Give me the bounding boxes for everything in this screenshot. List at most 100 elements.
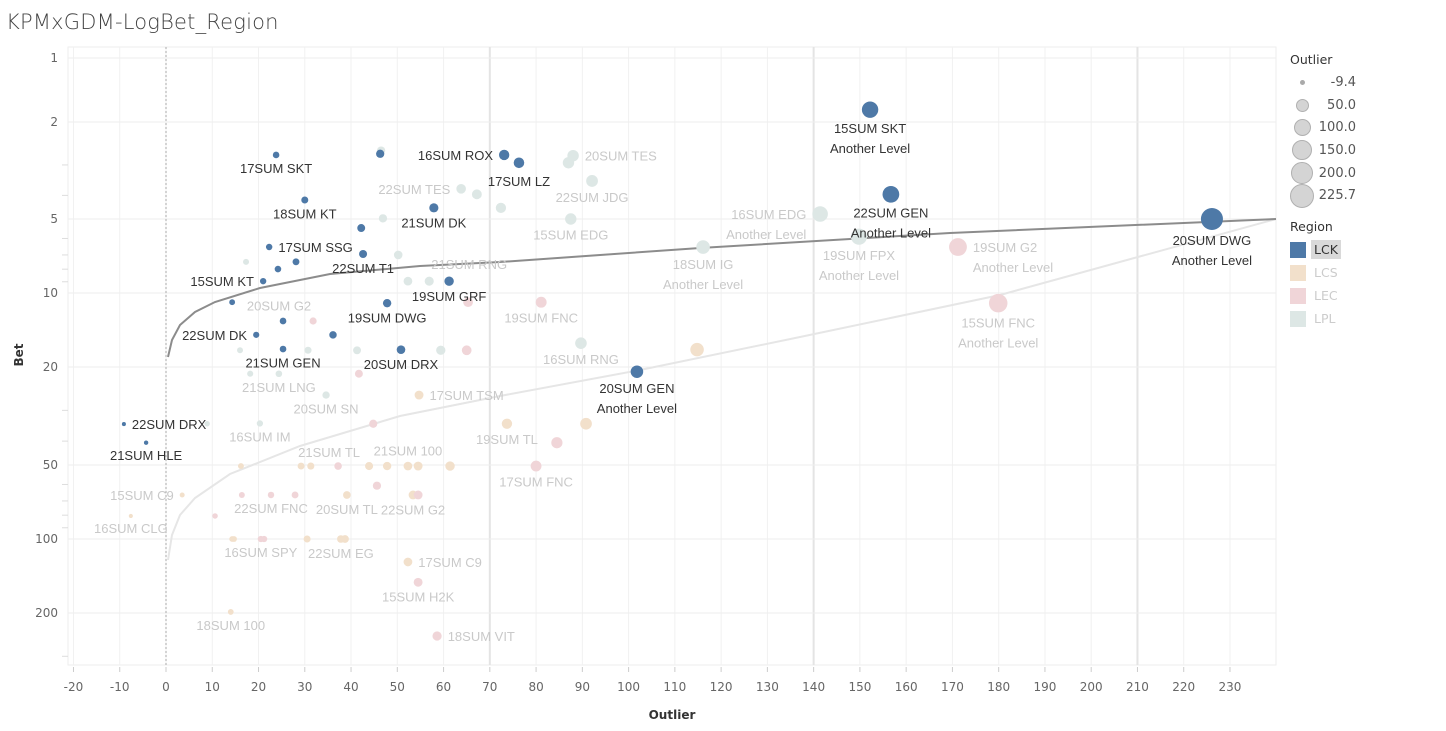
region-legend-item-lpl[interactable]: LPL (1290, 307, 1341, 330)
region-legend-item-lck[interactable]: LCK (1290, 238, 1341, 261)
data-point (403, 557, 413, 567)
data-point (565, 213, 577, 225)
size-legend-item[interactable]: 225.7 (1290, 183, 1356, 208)
data-point (372, 481, 382, 490)
point-label: 15SUM C9 (110, 488, 174, 503)
data-point (850, 228, 868, 245)
point-label: 21SUM TL (298, 445, 360, 460)
x-tick-label: 180 (987, 680, 1010, 694)
x-tick-label: 210 (1126, 680, 1149, 694)
point-label: 15SUM SKT (834, 121, 906, 136)
region-legend-item-lec[interactable]: LEC (1290, 284, 1341, 307)
size-legend-item[interactable]: 100.0 (1290, 116, 1356, 139)
color-legend: Region LCK LCS LEC LPL (1290, 219, 1341, 330)
point-label: 15SUM H2K (382, 590, 455, 605)
x-tick-label: 0 (162, 680, 170, 694)
data-point (353, 346, 361, 355)
size-legend-item[interactable]: 50.0 (1290, 94, 1356, 117)
data-point (382, 298, 392, 308)
data-point (461, 345, 472, 356)
data-point (204, 421, 210, 427)
point-label: 22SUM DK (182, 328, 247, 343)
data-point (303, 535, 311, 543)
point-label: 20SUM GEN (599, 381, 674, 396)
point-label: 20SUM SN (294, 402, 359, 417)
data-point (495, 202, 507, 213)
point-label: 17SUM TSM (429, 388, 503, 403)
point-sublabel: Another Level (819, 268, 899, 283)
size-legend-label: -9.4 (1330, 74, 1356, 90)
data-points (121, 101, 1223, 641)
point-sublabel: Another Level (726, 227, 806, 242)
data-point (227, 609, 234, 615)
y-tick-label: 100 (35, 532, 58, 546)
data-point (403, 276, 413, 286)
point-label: 16SUM CLG (94, 521, 168, 536)
point-label: 18SUM KT (273, 207, 337, 222)
data-point (121, 422, 126, 427)
data-point (432, 631, 442, 641)
size-legend-item[interactable]: 150.0 (1290, 139, 1356, 162)
data-point (393, 250, 403, 260)
data-point (882, 185, 900, 203)
x-tick-label: 60 (436, 680, 451, 694)
region-legend-item-lcs[interactable]: LCS (1290, 261, 1341, 284)
point-label: 16SUM EDG (731, 207, 806, 222)
size-legend-label: 100.0 (1318, 120, 1356, 136)
data-point (272, 151, 280, 159)
data-point (499, 149, 510, 161)
axes: -20 -10 0 10 20 30 40 50 60 70 80 90 100 110 120 130 140… (35, 51, 1241, 694)
data-point (274, 265, 282, 273)
scatter-chart: -20 -10 0 10 20 30 40 50 60 70 80 90 100 110 120 130 140… (12, 46, 1277, 722)
data-point (334, 462, 342, 470)
point-label: 15SUM KT (190, 274, 254, 289)
color-swatch-icon (1290, 287, 1306, 304)
data-point (256, 420, 264, 427)
color-legend-title: Region (1290, 219, 1333, 234)
data-point (429, 203, 439, 213)
size-legend-item[interactable]: -9.4 (1290, 71, 1356, 94)
point-sublabel: Another Level (1172, 253, 1252, 268)
data-point (445, 461, 455, 471)
point-label: 20SUM DWG (1173, 233, 1252, 248)
point-label: 22SUM GEN (853, 206, 928, 221)
size-circle-icon (1290, 162, 1314, 185)
data-point (279, 345, 287, 353)
data-point (630, 365, 644, 378)
data-point (535, 296, 547, 308)
data-point (551, 437, 563, 449)
x-tick-label: 200 (1080, 680, 1103, 694)
data-point (304, 346, 312, 354)
x-tick-label: 30 (297, 680, 312, 694)
x-tick-label: 40 (343, 680, 358, 694)
size-legend-item[interactable]: 200.0 (1290, 162, 1356, 185)
size-legend-label: 150.0 (1318, 142, 1356, 158)
data-point (424, 276, 434, 286)
data-point (403, 461, 413, 471)
point-label: 15SUM EDG (533, 228, 608, 243)
data-point (376, 149, 385, 158)
data-point (690, 342, 704, 357)
point-labels: 17SUM TSM 19SUM TL 21SUM TL 21SUM 100 15SUM … (94, 121, 1252, 644)
point-label: 21SUM HLE (110, 448, 183, 463)
x-tick-label: 150 (848, 680, 871, 694)
y-axis-title: Bet (12, 343, 26, 366)
data-point (378, 214, 388, 223)
data-point (396, 345, 406, 354)
x-tick-label: 20 (251, 680, 266, 694)
point-label: 17SUM FNC (499, 474, 573, 489)
point-label: 15SUM FNC (961, 315, 1035, 330)
point-label: 20SUM DRX (364, 357, 439, 372)
data-point (414, 390, 424, 400)
point-label: 22SUM G2 (381, 502, 445, 517)
data-point (179, 492, 185, 498)
x-tick-label: 100 (617, 680, 640, 694)
data-point (301, 196, 309, 204)
x-tick-label: 50 (390, 680, 405, 694)
point-label: 22SUM JDG (556, 190, 629, 205)
data-point (436, 345, 446, 355)
region-legend-label: LPL (1314, 311, 1336, 326)
data-point (247, 370, 254, 377)
data-point (365, 462, 374, 471)
region-legend-label: LCK (1311, 240, 1341, 259)
